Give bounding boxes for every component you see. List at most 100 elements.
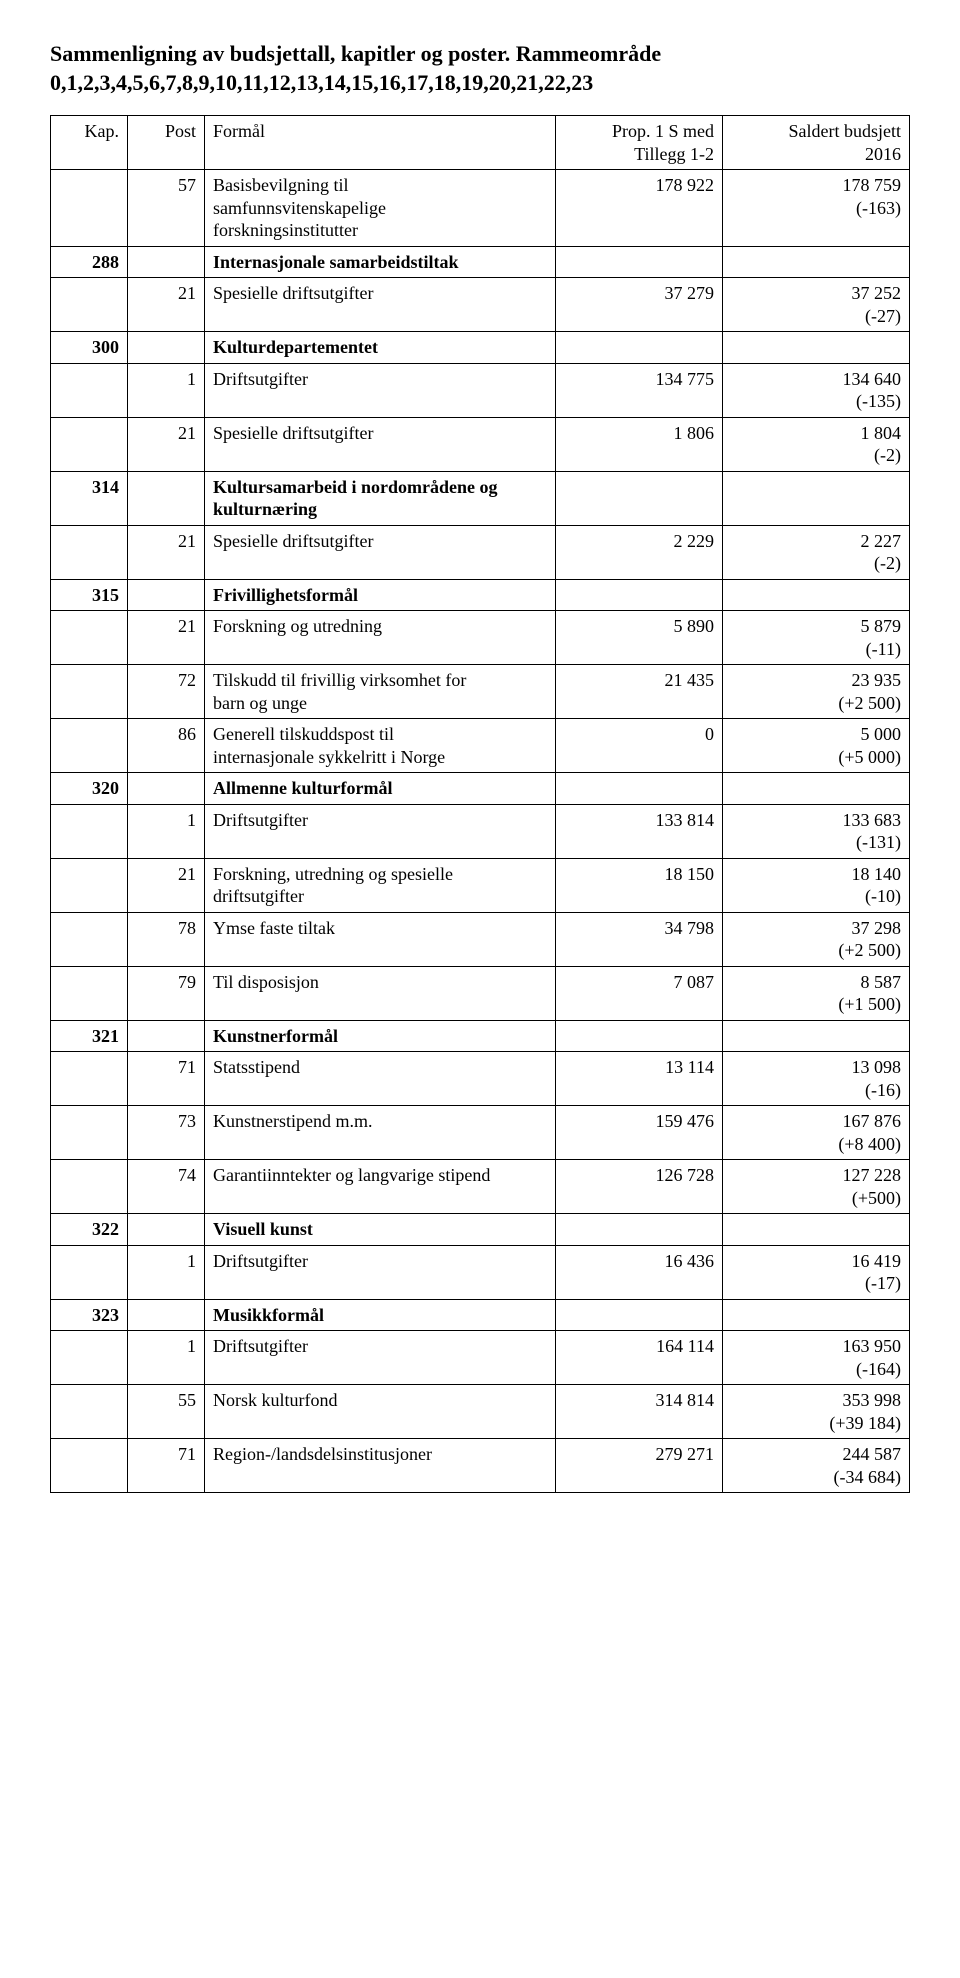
cell-post: 71 bbox=[128, 1439, 205, 1493]
cell-formal: Spesielle driftsutgifter bbox=[205, 278, 556, 332]
cell-prop bbox=[556, 332, 723, 364]
cell-kap bbox=[51, 1385, 128, 1439]
cell-kap bbox=[51, 912, 128, 966]
cell-prop: 126 728 bbox=[556, 1160, 723, 1214]
prop-line1: Prop. 1 S med bbox=[564, 120, 714, 143]
cell-formal: Driftsutgifter bbox=[205, 1245, 556, 1299]
table-row: 74 Garantiinntekter og langvarige stipen… bbox=[51, 1160, 910, 1214]
diff: (-2) bbox=[731, 552, 901, 575]
cell-formal: Driftsutgifter bbox=[205, 1331, 556, 1385]
table-row: 79 Til disposisjon 7 087 8 587(+1 500) bbox=[51, 966, 910, 1020]
value: 37 252 bbox=[731, 282, 901, 305]
value: 18 140 bbox=[731, 863, 901, 886]
cell-post bbox=[128, 471, 205, 525]
cell-prop: 164 114 bbox=[556, 1331, 723, 1385]
cell-formal: Ymse faste tiltak bbox=[205, 912, 556, 966]
cell-saldert bbox=[723, 1214, 910, 1246]
saldert-line1: Saldert budsjett bbox=[731, 120, 901, 143]
cell-kap: 323 bbox=[51, 1299, 128, 1331]
cell-formal: Spesielle driftsutgifter bbox=[205, 525, 556, 579]
cell-kap bbox=[51, 665, 128, 719]
diff: (-131) bbox=[731, 831, 901, 854]
cell-saldert: 178 759 (-163) bbox=[723, 170, 910, 247]
cell-post: 1 bbox=[128, 1245, 205, 1299]
cell-kap bbox=[51, 719, 128, 773]
cell-prop bbox=[556, 1214, 723, 1246]
diff: (-135) bbox=[731, 390, 901, 413]
formal-line: forskningsinstitutter bbox=[213, 219, 547, 242]
diff: (+1 500) bbox=[731, 993, 901, 1016]
cell-formal: Kunstnerstipend m.m. bbox=[205, 1106, 556, 1160]
cell-kap bbox=[51, 278, 128, 332]
diff: (-11) bbox=[731, 638, 901, 661]
cell-formal: Generell tilskuddspost tilinternasjonale… bbox=[205, 719, 556, 773]
cell-kap bbox=[51, 1439, 128, 1493]
cell-saldert: 37 298(+2 500) bbox=[723, 912, 910, 966]
cell-prop: 134 775 bbox=[556, 363, 723, 417]
value: 353 998 bbox=[731, 1389, 901, 1412]
diff: (+2 500) bbox=[731, 939, 901, 962]
cell-saldert bbox=[723, 332, 910, 364]
cell-post bbox=[128, 1214, 205, 1246]
cell-formal: Forskning og utredning bbox=[205, 611, 556, 665]
cell-prop: 18 150 bbox=[556, 858, 723, 912]
cell-kap bbox=[51, 1052, 128, 1106]
col-prop: Prop. 1 S med Tillegg 1-2 bbox=[556, 116, 723, 170]
formal-line: driftsutgifter bbox=[213, 885, 547, 908]
cell-kap bbox=[51, 804, 128, 858]
cell-prop: 16 436 bbox=[556, 1245, 723, 1299]
cell-kap bbox=[51, 363, 128, 417]
cell-prop: 279 271 bbox=[556, 1439, 723, 1493]
cell-formal: Musikkformål bbox=[205, 1299, 556, 1331]
cell-kap bbox=[51, 1106, 128, 1160]
cell-saldert: 5 879(-11) bbox=[723, 611, 910, 665]
cell-saldert: 1 804(-2) bbox=[723, 417, 910, 471]
cell-saldert: 5 000(+5 000) bbox=[723, 719, 910, 773]
table-row: 1 Driftsutgifter 164 114 163 950(-164) bbox=[51, 1331, 910, 1385]
cell-post: 74 bbox=[128, 1160, 205, 1214]
cell-kap bbox=[51, 611, 128, 665]
cell-formal: Region-/landsdelsinstitusjoner bbox=[205, 1439, 556, 1493]
cell-formal: Til disposisjon bbox=[205, 966, 556, 1020]
cell-formal: Frivillighetsformål bbox=[205, 579, 556, 611]
table-row: 21 Forskning og utredning 5 890 5 879(-1… bbox=[51, 611, 910, 665]
cell-post: 78 bbox=[128, 912, 205, 966]
cell-saldert: 167 876(+8 400) bbox=[723, 1106, 910, 1160]
value: 16 419 bbox=[731, 1250, 901, 1273]
cell-saldert bbox=[723, 246, 910, 278]
cell-saldert bbox=[723, 1020, 910, 1052]
cell-prop: 159 476 bbox=[556, 1106, 723, 1160]
cell-saldert: 8 587(+1 500) bbox=[723, 966, 910, 1020]
cell-formal: Kultursamarbeid i nordområdene og kultur… bbox=[205, 471, 556, 525]
cell-kap: 314 bbox=[51, 471, 128, 525]
cell-prop: 7 087 bbox=[556, 966, 723, 1020]
cell-post: 1 bbox=[128, 363, 205, 417]
cell-prop: 1 806 bbox=[556, 417, 723, 471]
value: 1 804 bbox=[731, 422, 901, 445]
cell-saldert bbox=[723, 579, 910, 611]
cell-prop: 34 798 bbox=[556, 912, 723, 966]
cell-formal: Visuell kunst bbox=[205, 1214, 556, 1246]
cell-post: 55 bbox=[128, 1385, 205, 1439]
cell-saldert: 163 950(-164) bbox=[723, 1331, 910, 1385]
cell-prop: 13 114 bbox=[556, 1052, 723, 1106]
formal-line: samfunnsvitenskapelige bbox=[213, 197, 547, 220]
chapter-row: 320 Allmenne kulturformål bbox=[51, 773, 910, 805]
table-header-row: Kap. Post Formål Prop. 1 S med Tillegg 1… bbox=[51, 116, 910, 170]
cell-prop: 133 814 bbox=[556, 804, 723, 858]
cell-formal: Statsstipend bbox=[205, 1052, 556, 1106]
value: 8 587 bbox=[731, 971, 901, 994]
cell-post bbox=[128, 246, 205, 278]
cell-kap: 315 bbox=[51, 579, 128, 611]
cell-kap: 288 bbox=[51, 246, 128, 278]
cell-formal: Driftsutgifter bbox=[205, 363, 556, 417]
cell-kap bbox=[51, 966, 128, 1020]
chapter-row: 323 Musikkformål bbox=[51, 1299, 910, 1331]
page-title: Sammenligning av budsjettall, kapitler o… bbox=[50, 40, 910, 97]
cell-formal: Tilskudd til frivillig virksomhet forbar… bbox=[205, 665, 556, 719]
cell-saldert: 353 998(+39 184) bbox=[723, 1385, 910, 1439]
diff: (+500) bbox=[731, 1187, 901, 1210]
cell-saldert: 13 098(-16) bbox=[723, 1052, 910, 1106]
diff: (+2 500) bbox=[731, 692, 901, 715]
chapter-row: 321 Kunstnerformål bbox=[51, 1020, 910, 1052]
